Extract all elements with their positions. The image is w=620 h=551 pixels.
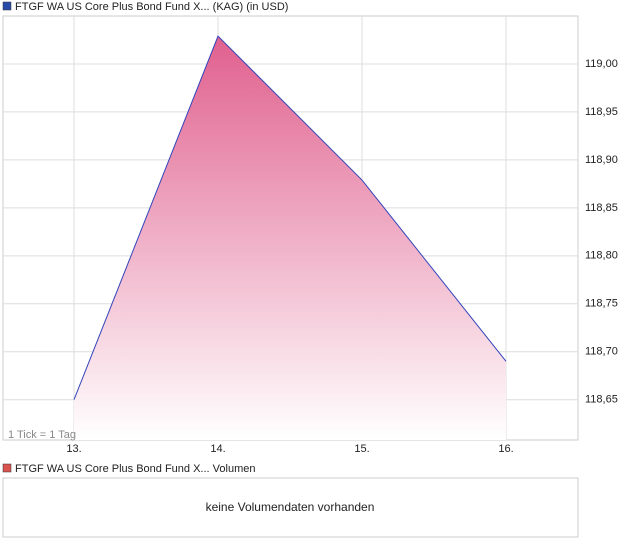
- x-tick-label: 15.: [354, 443, 369, 455]
- y-tick-label: 118,85: [585, 202, 618, 214]
- volume-title: FTGF WA US Core Plus Bond Fund X... Volu…: [15, 463, 255, 475]
- y-tick-label: 118,75: [585, 298, 618, 310]
- x-tick-label: 14.: [210, 443, 225, 455]
- y-tick-label: 118,95: [585, 106, 618, 118]
- volume-frame: [2, 477, 579, 538]
- y-tick-label: 118,80: [585, 250, 618, 262]
- y-tick-label: 118,90: [585, 154, 618, 166]
- volume-message: keine Volumendaten vorhanden: [206, 500, 375, 514]
- y-tick-label: 119,00: [585, 58, 618, 70]
- x-tick-label: 16.: [498, 443, 513, 455]
- y-tick-label: 118,70: [585, 346, 618, 358]
- legend-swatch: [2, 463, 12, 473]
- chart-title: FTGF WA US Core Plus Bond Fund X... (KAG…: [15, 1, 288, 13]
- line: [73, 35, 507, 400]
- area: [74, 36, 506, 440]
- tick-note: 1 Tick = 1 Tag: [8, 429, 76, 441]
- y-tick-label: 118,65: [585, 394, 618, 406]
- legend-swatch: [2, 1, 12, 11]
- x-tick-label: 13.: [66, 443, 81, 455]
